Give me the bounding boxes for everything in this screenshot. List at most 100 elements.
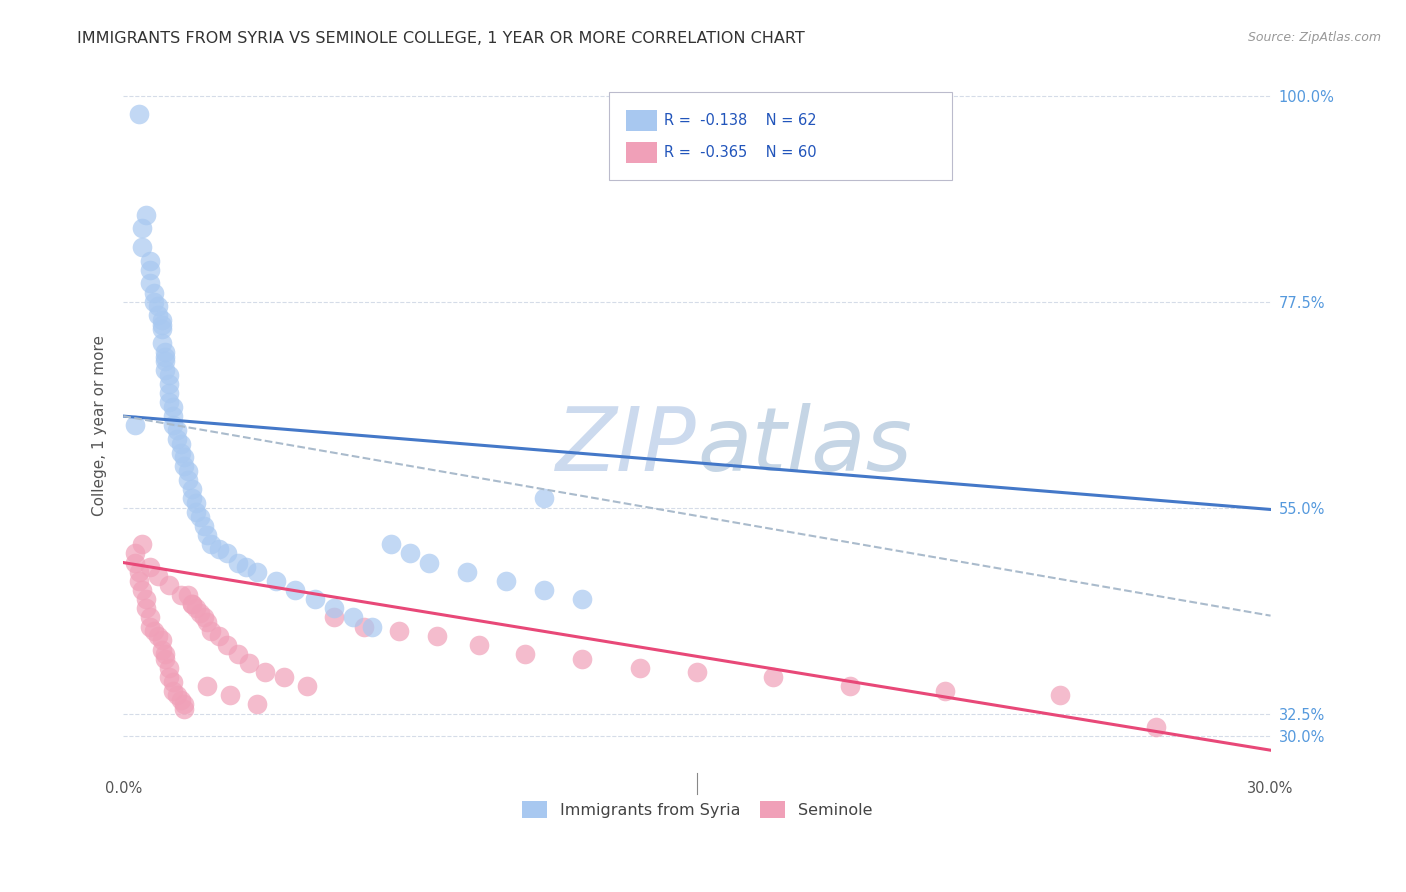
Point: [181, 597, 204, 611]
Point: [253, 665, 276, 680]
Point: [235, 560, 257, 574]
Point: [184, 496, 207, 510]
Point: [173, 459, 195, 474]
Point: [169, 446, 191, 460]
Point: [173, 702, 195, 716]
Point: [131, 221, 153, 235]
Point: [169, 693, 191, 707]
Point: [131, 240, 153, 254]
Point: [139, 620, 162, 634]
Point: [157, 377, 180, 392]
Text: R =  -0.138    N = 62: R = -0.138 N = 62: [664, 113, 817, 128]
Point: [128, 565, 150, 579]
Point: [177, 588, 200, 602]
Point: [208, 541, 231, 556]
Point: [264, 574, 287, 588]
Point: [246, 698, 269, 712]
Point: [284, 582, 307, 597]
Point: [304, 592, 326, 607]
Text: atlas: atlas: [697, 403, 912, 489]
Point: [155, 350, 177, 364]
Point: [146, 299, 169, 313]
Point: [150, 322, 173, 336]
Point: [124, 418, 146, 433]
Point: [219, 688, 242, 702]
Point: [139, 262, 162, 277]
Point: [353, 620, 375, 634]
Point: [181, 491, 204, 506]
Point: [226, 556, 249, 570]
Point: [226, 647, 249, 661]
Point: [426, 629, 449, 643]
Point: [380, 537, 402, 551]
Point: [495, 574, 517, 588]
Text: IMMIGRANTS FROM SYRIA VS SEMINOLE COLLEGE, 1 YEAR OR MORE CORRELATION CHART: IMMIGRANTS FROM SYRIA VS SEMINOLE COLLEG…: [77, 31, 806, 46]
Point: [533, 491, 555, 506]
Point: [188, 606, 211, 620]
Point: [131, 582, 153, 597]
Point: [468, 638, 491, 652]
Point: [166, 688, 188, 702]
Point: [150, 318, 173, 332]
Point: [166, 432, 188, 446]
Point: [142, 285, 165, 300]
Point: [162, 400, 184, 414]
Point: [162, 674, 184, 689]
Point: [215, 546, 238, 560]
Point: [124, 556, 146, 570]
Point: [146, 569, 169, 583]
Point: [155, 345, 177, 359]
Point: [157, 670, 180, 684]
Point: [135, 592, 157, 607]
Point: [762, 670, 785, 684]
Point: [193, 519, 215, 533]
Point: [157, 578, 180, 592]
Point: [128, 107, 150, 121]
Point: [162, 409, 184, 423]
Point: [200, 537, 222, 551]
Point: [934, 683, 956, 698]
Point: [197, 528, 219, 542]
Point: [388, 624, 411, 639]
Text: Source: ZipAtlas.com: Source: ZipAtlas.com: [1247, 31, 1381, 45]
Point: [197, 679, 219, 693]
Point: [157, 661, 180, 675]
Point: [456, 565, 478, 579]
Point: [162, 418, 184, 433]
Point: [342, 610, 364, 624]
Point: [177, 464, 200, 478]
Point: [322, 601, 344, 615]
Point: [139, 610, 162, 624]
Point: [139, 277, 162, 291]
Point: [131, 537, 153, 551]
Point: [177, 473, 200, 487]
Point: [128, 574, 150, 588]
Point: [193, 610, 215, 624]
Point: [150, 633, 173, 648]
Legend: Immigrants from Syria, Seminole: Immigrants from Syria, Seminole: [515, 795, 879, 824]
Text: R =  -0.365    N = 60: R = -0.365 N = 60: [664, 145, 817, 160]
Point: [184, 505, 207, 519]
Y-axis label: College, 1 year or more: College, 1 year or more: [93, 334, 107, 516]
Point: [215, 638, 238, 652]
Point: [169, 436, 191, 450]
Point: [166, 423, 188, 437]
Point: [571, 592, 593, 607]
Point: [628, 661, 651, 675]
Point: [146, 629, 169, 643]
Point: [124, 546, 146, 560]
Point: [157, 386, 180, 401]
Point: [135, 601, 157, 615]
Point: [169, 588, 191, 602]
Point: [399, 546, 422, 560]
Point: [181, 483, 204, 497]
Point: [150, 335, 173, 350]
Point: [150, 642, 173, 657]
Point: [571, 651, 593, 665]
Point: [418, 556, 440, 570]
Point: [295, 679, 318, 693]
Point: [533, 582, 555, 597]
Point: [184, 601, 207, 615]
Point: [155, 647, 177, 661]
Point: [197, 615, 219, 629]
